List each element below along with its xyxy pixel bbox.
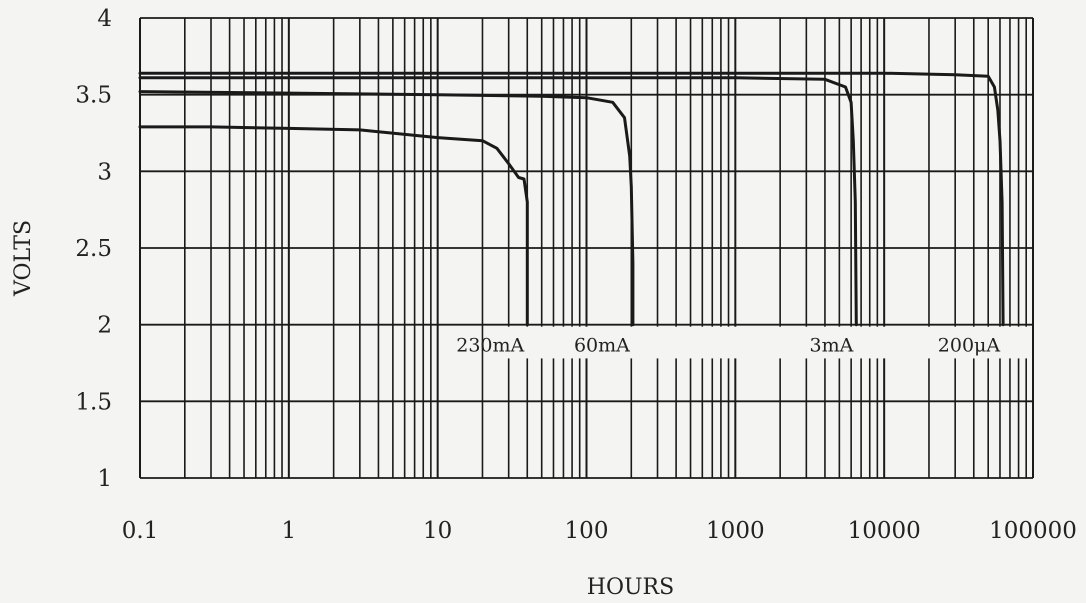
series-label-layer: 230mA 60mA 3mA 200μA	[456, 335, 1000, 357]
series-line-3ma	[138, 76, 858, 327]
y-tick-label: 1	[97, 466, 112, 492]
x-tick-labels: 0.1 1 10 100 1000 10000 100000	[122, 518, 1077, 544]
series-label: 60mA	[574, 335, 630, 357]
y-tick-labels: 1 1.5 2 2.5 3 3.5 4	[75, 6, 112, 492]
series-label: 3mA	[809, 335, 853, 357]
series-label: 200μA	[938, 335, 1001, 357]
series-line-60ma	[138, 90, 635, 327]
x-tick-label: 1000	[706, 518, 765, 544]
y-tick-label: 3.5	[75, 83, 112, 109]
x-tick-label: 100	[565, 518, 609, 544]
series-label-band	[483, 326, 1032, 359]
y-tick-label: 2.5	[75, 236, 112, 262]
series-line-230ma	[138, 125, 529, 327]
series-layer	[138, 71, 1005, 327]
x-tick-label: 100000	[989, 518, 1077, 544]
x-tick-label: 10000	[848, 518, 921, 544]
grid-major	[139, 17, 1034, 479]
y-tick-label: 1.5	[75, 389, 112, 415]
y-tick-label: 2	[97, 313, 112, 339]
x-axis-title: HOURS	[587, 575, 674, 600]
x-tick-label: 10	[423, 518, 452, 544]
series-label: 230mA	[456, 335, 524, 357]
y-tick-label: 3	[97, 159, 112, 185]
x-tick-label: 1	[282, 518, 297, 544]
y-tick-label: 4	[97, 6, 112, 32]
x-tick-label: 0.1	[122, 518, 159, 544]
y-axis-title: VOLTS	[11, 220, 36, 297]
series-line-200a	[138, 71, 1005, 327]
